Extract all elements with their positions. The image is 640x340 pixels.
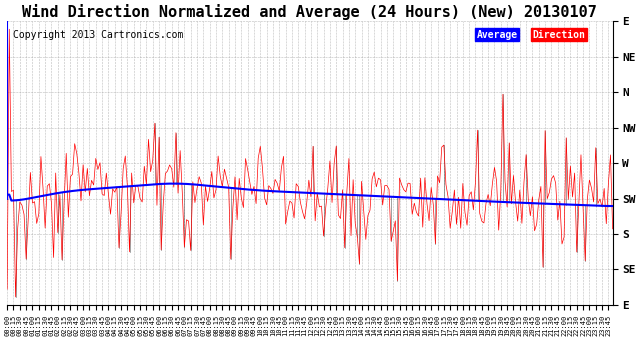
- Text: Direction: Direction: [532, 30, 586, 40]
- Text: Average: Average: [476, 30, 518, 40]
- Text: Copyright 2013 Cartronics.com: Copyright 2013 Cartronics.com: [13, 30, 184, 40]
- Title: Wind Direction Normalized and Average (24 Hours) (New) 20130107: Wind Direction Normalized and Average (2…: [22, 4, 597, 20]
